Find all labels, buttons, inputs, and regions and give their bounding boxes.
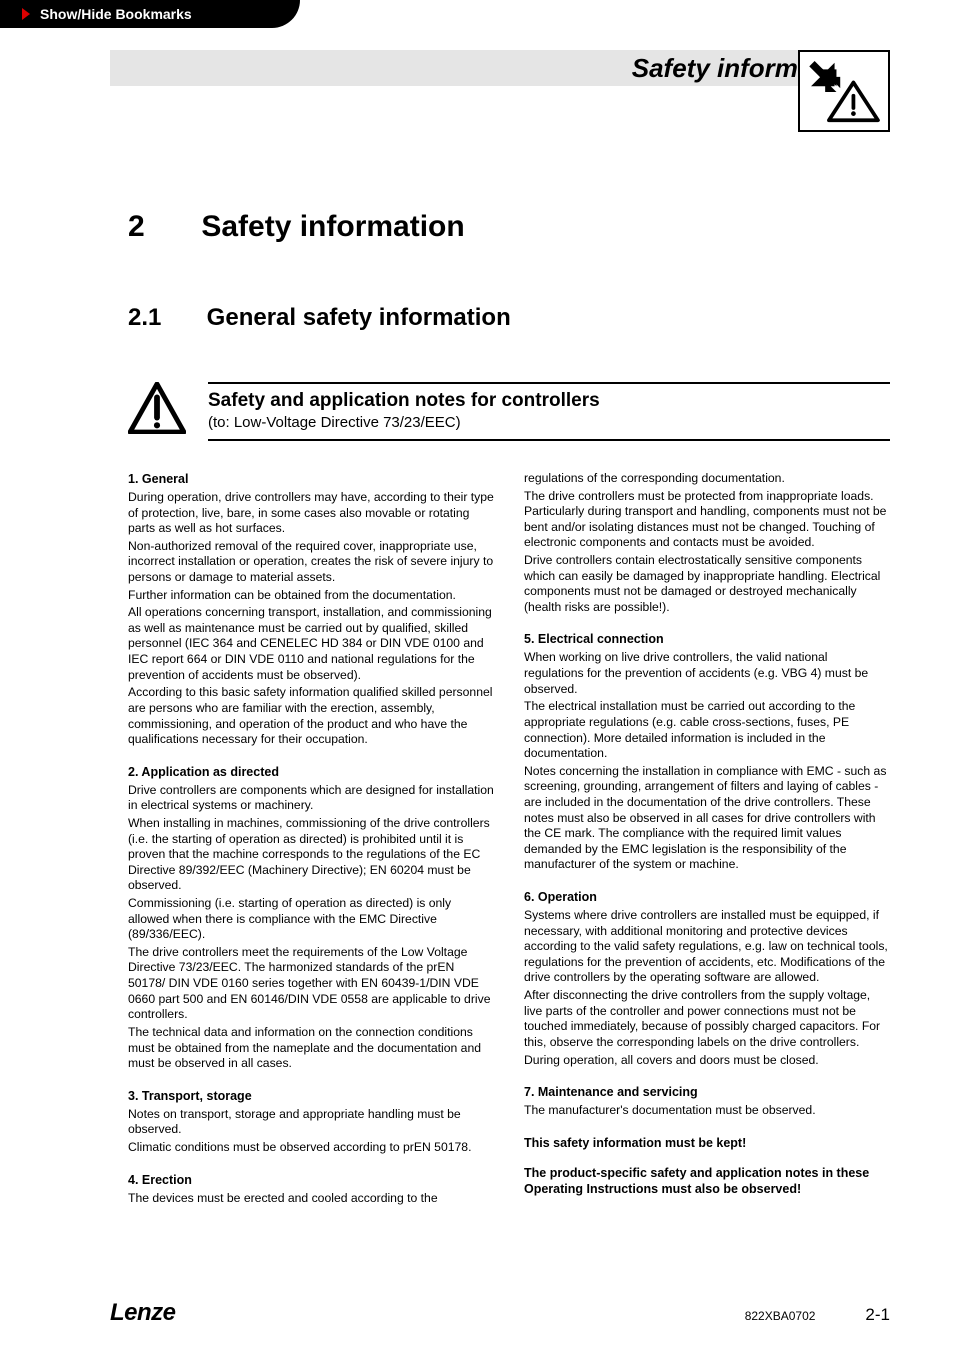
chapter-title: Safety information [201, 210, 464, 243]
notes-block: Safety and application notes for control… [128, 382, 890, 441]
header-strip: Safety information [110, 50, 890, 86]
body-text: Drive controllers contain electrostatica… [524, 553, 890, 615]
document-number: 822XBA0702 [745, 1309, 816, 1323]
section-heading: 2.1 General safety information [128, 304, 890, 332]
body-text: According to this basic safety informati… [128, 685, 494, 747]
keep-notice-2: The product-specific safety and applicat… [524, 1165, 890, 1197]
notes-subtitle: (to: Low-Voltage Directive 73/23/EEC) [208, 414, 890, 431]
warning-triangle-icon [128, 382, 186, 434]
column-left: 1. General During operation, drive contr… [128, 471, 494, 1211]
warning-arrow-icon [806, 58, 882, 124]
bookmark-label: Show/Hide Bookmarks [40, 6, 192, 22]
section-2-heading: 2. Application as directed [128, 764, 494, 780]
body-text: The drive controllers must be protected … [524, 489, 890, 551]
notes-title: Safety and application notes for control… [208, 390, 890, 412]
section-number: 2.1 [128, 304, 200, 332]
section-5-heading: 5. Electrical connection [524, 631, 890, 647]
body-text: During operation, drive controllers may … [128, 490, 494, 537]
body-text: Commissioning (i.e. starting of operatio… [128, 896, 494, 943]
chapter-number: 2 [128, 210, 193, 244]
body-text: After disconnecting the drive controller… [524, 988, 890, 1050]
body-columns: 1. General During operation, drive contr… [128, 471, 890, 1211]
page-content: 2 Safety information 2.1 General safety … [128, 210, 890, 1211]
section-7-heading: 7. Maintenance and servicing [524, 1084, 890, 1100]
section-title: General safety information [207, 304, 511, 331]
section-4-heading: 4. Erection [128, 1172, 494, 1188]
body-text: Systems where drive controllers are inst… [524, 908, 890, 986]
bookmark-toggle[interactable]: Show/Hide Bookmarks [0, 0, 300, 28]
warning-box [798, 50, 890, 132]
brand-logo: Lenze [110, 1299, 176, 1327]
body-text: Notes on transport, storage and appropri… [128, 1107, 494, 1138]
body-text: Further information can be obtained from… [128, 588, 494, 604]
triangle-right-icon [22, 8, 30, 20]
body-text: Climatic conditions must be observed acc… [128, 1140, 494, 1156]
page-number: 2-1 [865, 1305, 890, 1325]
section-1-heading: 1. General [128, 471, 494, 487]
section-3-heading: 3. Transport, storage [128, 1088, 494, 1104]
chapter-heading: 2 Safety information [128, 210, 890, 244]
body-text: The technical data and information on th… [128, 1025, 494, 1072]
body-text: The electrical installation must be carr… [524, 699, 890, 761]
page-footer: Lenze 822XBA0702 2-1 [110, 1299, 890, 1327]
keep-notice-1: This safety information must be kept! [524, 1135, 890, 1151]
body-text: The manufacturer's documentation must be… [524, 1103, 890, 1119]
body-text: Drive controllers are components which a… [128, 783, 494, 814]
body-text: The devices must be erected and cooled a… [128, 1191, 494, 1207]
body-text: Non-authorized removal of the required c… [128, 539, 494, 586]
section-6-heading: 6. Operation [524, 889, 890, 905]
body-text: When working on live drive controllers, … [524, 650, 890, 697]
body-text: During operation, all covers and doors m… [524, 1053, 890, 1069]
body-text: When installing in machines, commissioni… [128, 816, 494, 894]
column-right: regulations of the corresponding documen… [524, 471, 890, 1211]
body-text: All operations concerning transport, ins… [128, 605, 494, 683]
body-text: The drive controllers meet the requireme… [128, 945, 494, 1023]
body-text: Notes concerning the installation in com… [524, 764, 890, 873]
body-text: regulations of the corresponding documen… [524, 471, 890, 487]
